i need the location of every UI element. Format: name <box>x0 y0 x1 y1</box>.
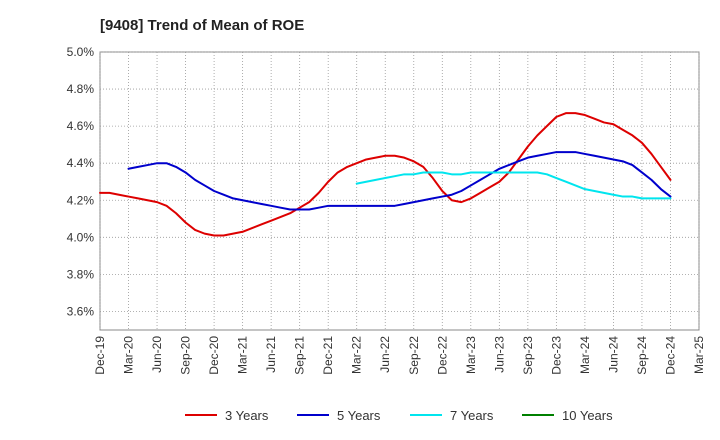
series-lines <box>99 112 672 237</box>
y-tick-label: 3.6% <box>67 304 95 318</box>
series-line-3-years <box>99 112 672 237</box>
legend-label-5-years: 5 Years <box>337 408 381 423</box>
grid-lines <box>99 51 700 330</box>
x-tick-label: Sep-21 <box>293 336 307 375</box>
legend-label-10-years: 10 Years <box>562 408 613 423</box>
x-tick-label: Dec-19 <box>93 336 107 375</box>
x-tick-label: Mar-22 <box>350 336 364 374</box>
x-tick-label: Sep-22 <box>407 336 421 375</box>
x-tick-label: Dec-20 <box>207 336 221 375</box>
x-tick-label: Jun-21 <box>264 336 278 373</box>
chart-title: [9408] Trend of Mean of ROE <box>100 17 304 34</box>
y-tick-label: 4.0% <box>67 230 95 244</box>
legend: 3 Years 5 Years 7 Years 10 Years <box>185 408 613 423</box>
x-tick-label: Mar-25 <box>692 336 706 374</box>
x-tick-label: Dec-21 <box>321 336 335 375</box>
y-tick-label: 4.2% <box>67 193 95 207</box>
x-tick-label: Sep-23 <box>521 336 535 375</box>
x-tick-label: Sep-20 <box>179 336 193 375</box>
x-axis-ticks: Dec-19 Mar-20 Jun-20 Sep-20 Dec-20 Mar-21 Jun-… <box>93 336 706 375</box>
y-tick-label: 3.8% <box>67 267 95 281</box>
x-tick-label: Jun-22 <box>378 336 392 373</box>
legend-label-7-years: 7 Years <box>450 408 494 423</box>
x-tick-label: Mar-20 <box>122 336 136 374</box>
x-tick-label: Mar-23 <box>464 336 478 374</box>
y-tick-label: 4.6% <box>67 119 95 133</box>
series-line-5-years <box>127 151 672 211</box>
x-tick-label: Mar-21 <box>236 336 250 374</box>
y-tick-label: 5.0% <box>67 45 95 59</box>
legend-label-3-years: 3 Years <box>225 408 269 423</box>
x-tick-label: Dec-23 <box>549 336 563 375</box>
y-tick-label: 4.4% <box>67 156 95 170</box>
x-tick-label: Jun-24 <box>606 336 620 373</box>
series-line-7-years <box>355 171 672 200</box>
y-tick-label: 4.8% <box>67 82 95 96</box>
x-tick-label: Mar-24 <box>578 336 592 374</box>
x-tick-label: Dec-22 <box>435 336 449 375</box>
plot-area <box>99 51 700 331</box>
y-axis-ticks: 3.6% 3.8% 4.0% 4.2% 4.4% 4.6% 4.8% 5.0% <box>67 45 95 318</box>
x-tick-label: Jun-23 <box>492 336 506 373</box>
x-tick-label: Dec-24 <box>663 336 677 375</box>
x-tick-label: Sep-24 <box>635 336 649 375</box>
x-tick-label: Jun-20 <box>150 336 164 373</box>
